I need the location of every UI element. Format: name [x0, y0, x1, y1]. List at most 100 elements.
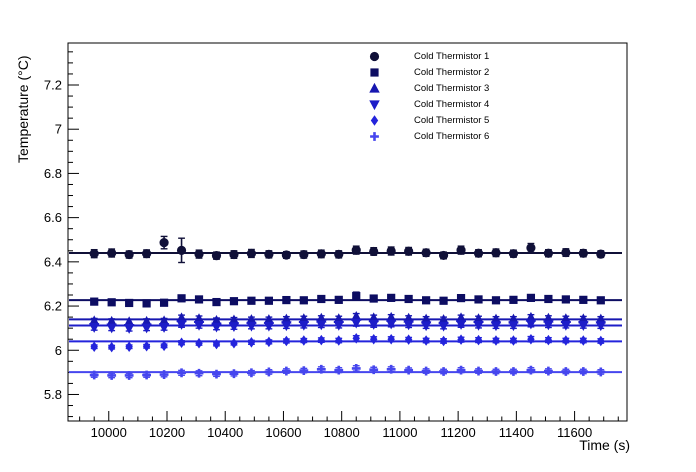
- legend-label: Cold Thermistor 5: [414, 114, 490, 126]
- legend-item-cold-thermistor-1: Cold Thermistor 1: [368, 48, 538, 64]
- data-point-marker: [404, 246, 414, 256]
- data-point-marker: [525, 319, 537, 330]
- square-glyph: [370, 67, 379, 77]
- data-point-marker: [246, 321, 257, 332]
- data-point-marker: [211, 251, 222, 261]
- data-point-marker: [124, 249, 134, 260]
- data-point-marker: [473, 320, 484, 331]
- series-2-points: [90, 291, 605, 308]
- data-point-marker: [543, 366, 553, 376]
- series-5-points: [90, 333, 605, 353]
- y-tick-label: 6.6: [44, 210, 62, 225]
- data-point-marker: [142, 341, 151, 352]
- legend-label: Cold Thermistor 4: [414, 98, 490, 110]
- data-point-marker: [247, 337, 256, 348]
- circle-marker-icon: [369, 51, 380, 61]
- legend-label: Cold Thermistor 2: [414, 66, 490, 78]
- x-axis-ticks: 10000 10200 10400 10600 10800 11000 11200 11400…: [79, 411, 619, 440]
- data-point-marker: [264, 296, 273, 305]
- data-point-marker: [456, 293, 466, 303]
- x-tick-label: 11000: [382, 425, 417, 440]
- data-point-marker: [229, 249, 239, 260]
- plus-marker-icon: [368, 130, 381, 143]
- data-point-marker: [90, 341, 98, 352]
- data-point-marker: [491, 367, 501, 376]
- data-point-marker: [299, 249, 309, 260]
- data-point-marker: [421, 366, 431, 376]
- data-point-marker: [142, 249, 152, 259]
- diamond-marker-icon: [370, 114, 379, 126]
- x-tick-label: 10600: [265, 425, 301, 440]
- data-point-marker: [229, 369, 239, 379]
- data-point-marker: [387, 293, 396, 302]
- y-tick-label: 7.2: [44, 78, 62, 93]
- x-tick-label: 11600: [557, 425, 592, 440]
- data-point-marker: [282, 335, 291, 347]
- legend-item-cold-thermistor-2: Cold Thermistor 2: [368, 64, 538, 80]
- data-point-marker: [421, 248, 431, 258]
- data-point-marker: [596, 296, 605, 305]
- data-point-marker: [230, 337, 238, 349]
- data-point-marker: [369, 294, 378, 303]
- data-point-marker: [176, 245, 187, 255]
- data-point-marker: [264, 367, 274, 377]
- data-point-marker: [352, 292, 361, 301]
- data-point-marker: [177, 368, 186, 378]
- data-point-marker: [561, 247, 571, 258]
- data-point-marker: [299, 366, 309, 375]
- data-point-marker: [438, 250, 449, 261]
- data-point-marker: [351, 245, 361, 255]
- data-point-marker: [107, 371, 117, 380]
- x-tick-label: 10200: [149, 425, 185, 440]
- data-point-marker: [491, 296, 501, 305]
- data-point-marker: [386, 246, 396, 256]
- data-point-marker: [404, 294, 413, 304]
- data-point-marker: [125, 298, 134, 308]
- data-point-marker: [561, 367, 571, 376]
- data-point-marker: [439, 335, 448, 347]
- legend-label: Cold Thermistor 1: [414, 50, 490, 62]
- data-point-marker: [88, 323, 100, 333]
- legend-item-cold-thermistor-3: Cold Thermistor 3: [368, 80, 538, 96]
- data-point-marker: [350, 318, 362, 329]
- data-point-marker: [492, 335, 500, 346]
- data-point-marker: [334, 365, 344, 375]
- triangle-down-glyph: [369, 99, 380, 110]
- legend-item-cold-thermistor-4: Cold Thermistor 4: [368, 96, 538, 112]
- data-point-marker: [578, 321, 589, 331]
- data-point-marker: [352, 333, 360, 344]
- legend-item-cold-thermistor-5: Cold Thermistor 5: [368, 112, 538, 128]
- data-point-marker: [229, 297, 239, 306]
- data-point-marker: [438, 321, 449, 332]
- data-point-marker: [194, 368, 204, 378]
- y-tick-label: 7: [55, 122, 62, 137]
- data-point-marker: [159, 238, 169, 248]
- data-point-marker: [526, 293, 536, 302]
- series-4-points: [88, 318, 607, 334]
- series-1-points: [89, 235, 606, 264]
- data-point-marker: [526, 365, 536, 375]
- data-point-marker: [159, 370, 169, 379]
- data-point-marker: [90, 297, 99, 306]
- data-point-marker: [595, 321, 607, 332]
- data-point-marker: [335, 335, 343, 346]
- data-point-marker: [265, 336, 273, 348]
- data-point-marker: [420, 321, 432, 332]
- y-tick-label: 6.4: [44, 254, 62, 269]
- y-axis-title: Temperature (°C): [15, 55, 31, 163]
- data-point-marker: [298, 320, 310, 331]
- data-point-marker: [473, 248, 484, 258]
- data-point-marker: [509, 295, 518, 304]
- data-point-marker: [543, 320, 554, 331]
- x-axis-title: Time (s): [579, 437, 630, 453]
- data-point-marker: [264, 249, 274, 259]
- plot-frame: [67, 42, 628, 422]
- data-point-marker: [334, 249, 344, 259]
- y-tick-label: 5.8: [44, 387, 62, 402]
- data-point-marker: [527, 333, 535, 345]
- data-point-marker: [562, 335, 570, 346]
- data-point-marker: [107, 341, 116, 353]
- data-point-marker: [508, 249, 519, 259]
- data-point-marker: [474, 295, 483, 304]
- data-point-marker: [596, 249, 606, 259]
